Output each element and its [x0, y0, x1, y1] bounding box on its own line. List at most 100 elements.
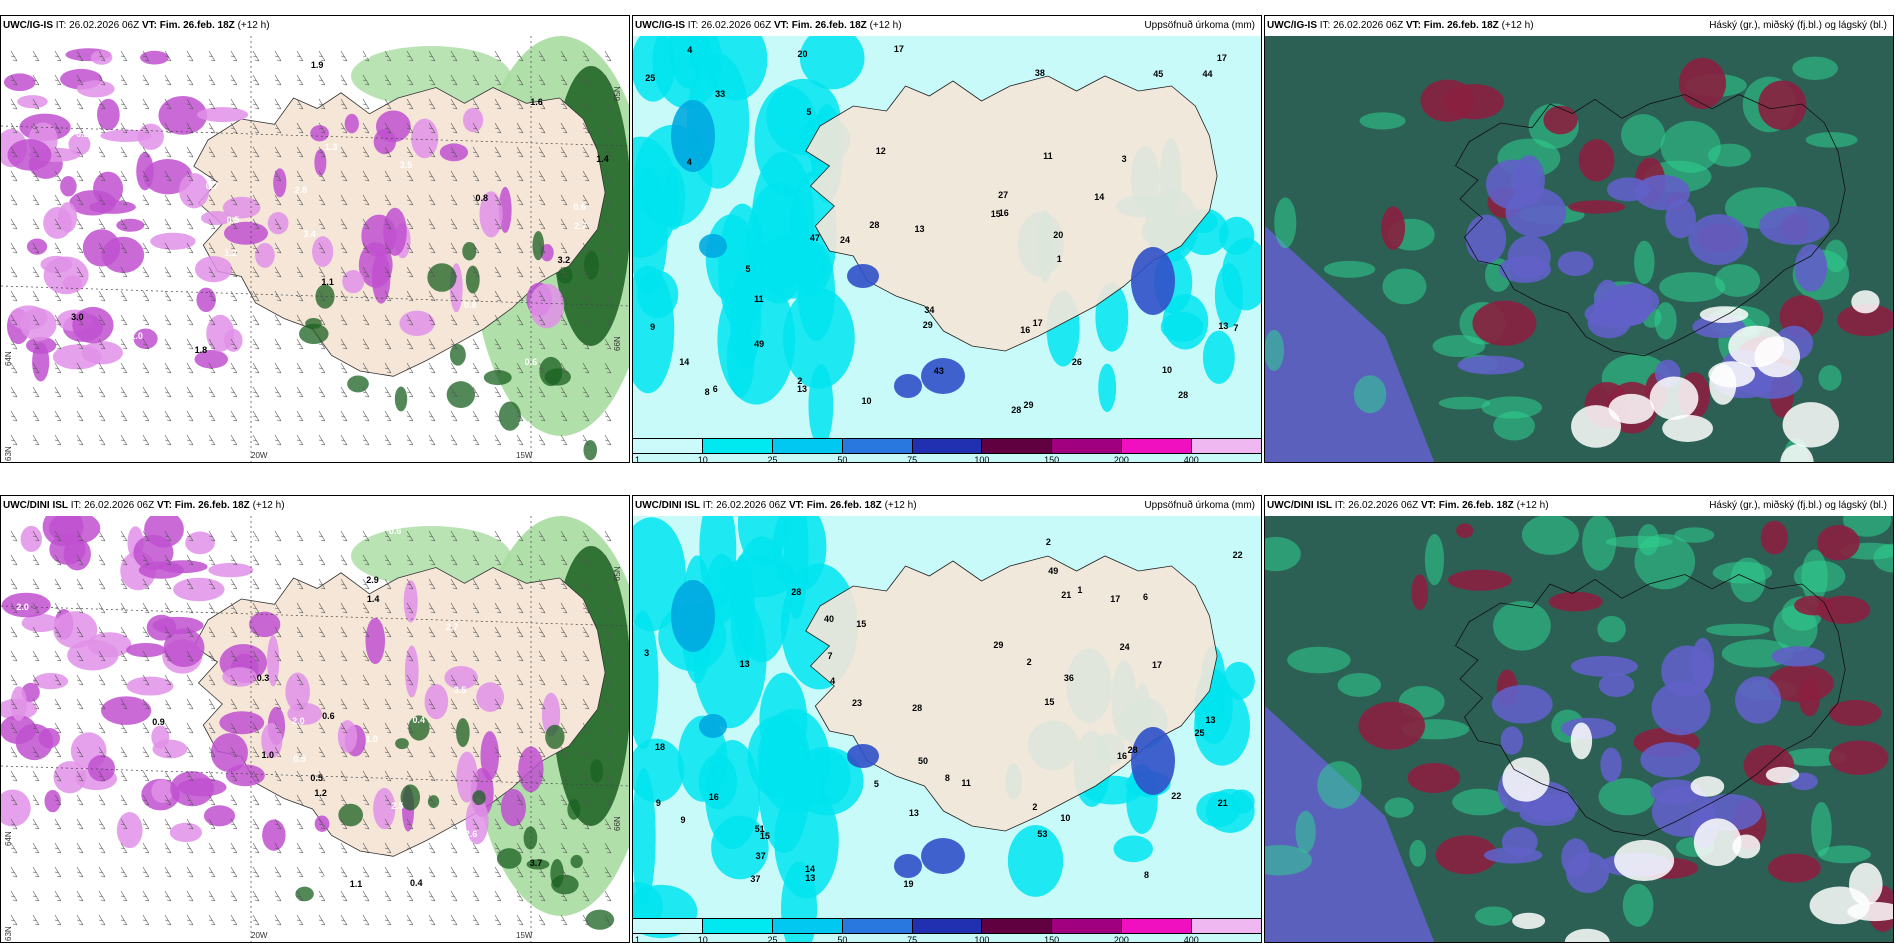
- wind-barb: [142, 218, 150, 230]
- wind-barb: [318, 602, 326, 614]
- wind-barb: [142, 650, 150, 662]
- wind-barb: [428, 170, 436, 182]
- precip-amount-label: 16: [708, 791, 719, 802]
- wind-barb: [164, 338, 172, 350]
- wind-barb: [208, 602, 216, 614]
- wind-barb: [340, 650, 348, 662]
- wind-barb: [604, 362, 612, 374]
- wind-barb: [10, 386, 18, 398]
- wind-barb: [340, 362, 348, 374]
- wind-barb: [384, 602, 392, 614]
- wind-barb: [560, 890, 568, 902]
- wind-barb: [406, 650, 414, 662]
- wind-barb: [494, 410, 502, 422]
- wind-barb: [186, 386, 194, 398]
- wind-barb: [406, 170, 414, 182]
- wind-barb: [406, 626, 414, 638]
- precip-area: [310, 125, 329, 142]
- wind-barb: [582, 122, 590, 134]
- wind-barb: [10, 770, 18, 782]
- wind-barb: [54, 746, 62, 758]
- cloud-area: [1614, 839, 1675, 882]
- wind-barb: [296, 842, 304, 854]
- wind-barb: [516, 890, 524, 902]
- cloud-area: [1265, 706, 1435, 942]
- wind-barb: [32, 50, 40, 62]
- precip-area: [76, 80, 115, 98]
- wind-barb: [318, 242, 326, 254]
- precip-amount-label: 8: [704, 387, 710, 398]
- wind-barb: [604, 386, 612, 398]
- wind-barb: [252, 386, 260, 398]
- wind-barb: [32, 602, 40, 614]
- wind-barb: [560, 362, 568, 374]
- wind-barb: [516, 386, 524, 398]
- wind-barb: [252, 866, 260, 878]
- precip-area: [585, 909, 615, 930]
- wind-barb: [406, 674, 414, 686]
- wind-barb: [384, 146, 392, 158]
- wind-barb: [32, 218, 40, 230]
- wind-barb: [296, 194, 304, 206]
- precip-area: [699, 234, 727, 258]
- wind-barb: [560, 194, 568, 206]
- wind-barb: [318, 746, 326, 758]
- wind-barb: [582, 170, 590, 182]
- wind-barb: [340, 530, 348, 542]
- cloud-area: [1600, 747, 1622, 783]
- wind-barb: [120, 746, 128, 758]
- wind-barb: [318, 626, 326, 638]
- wind-barb: [54, 650, 62, 662]
- wind-barb: [318, 914, 326, 926]
- wind-barb: [362, 290, 370, 302]
- precip-value-label: 0.6: [524, 356, 538, 367]
- precip-area: [53, 761, 87, 794]
- wind-barb: [54, 698, 62, 710]
- wind-barb: [538, 554, 546, 566]
- precip-area: [52, 344, 102, 370]
- wind-barb: [186, 890, 194, 902]
- wind-barb: [362, 866, 370, 878]
- wind-barb: [54, 818, 62, 830]
- precip-value-label: 0.5: [226, 214, 240, 225]
- wind-barb: [186, 242, 194, 254]
- precip-area: [1214, 263, 1243, 328]
- precip-area: [1, 789, 31, 827]
- wind-barb: [384, 122, 392, 134]
- wind-barb: [142, 866, 150, 878]
- wind-barb: [186, 578, 194, 590]
- wind-barb: [604, 866, 612, 878]
- cloud-area: [1621, 114, 1666, 157]
- wind-barb: [252, 842, 260, 854]
- wind-barb: [406, 914, 414, 926]
- cloud-area: [1843, 516, 1892, 537]
- precip-amount-label: 17: [893, 44, 904, 55]
- precip-amount-label: 14: [1094, 192, 1105, 203]
- wind-barb: [186, 602, 194, 614]
- precip-area: [532, 231, 545, 261]
- precip-area: [26, 238, 48, 255]
- wind-barb: [406, 290, 414, 302]
- wind-barb: [296, 626, 304, 638]
- wind-barb: [32, 194, 40, 206]
- wind-barb: [472, 530, 480, 542]
- wind-barb: [450, 410, 458, 422]
- wind-barb: [318, 674, 326, 686]
- wind-barb: [384, 170, 392, 182]
- precip-area: [633, 738, 685, 803]
- wind-barb: [604, 746, 612, 758]
- wind-barb: [450, 866, 458, 878]
- wind-barb: [186, 74, 194, 86]
- cloud-area: [1654, 302, 1677, 340]
- precip-area: [87, 755, 116, 782]
- wind-barb: [538, 794, 546, 806]
- wind-barb: [538, 578, 546, 590]
- wind-barb: [208, 530, 216, 542]
- wind-barb: [340, 146, 348, 158]
- wind-barb: [516, 242, 524, 254]
- precip-area: [72, 306, 114, 344]
- precip-value-label: 1.4: [366, 594, 380, 605]
- wind-barb: [494, 866, 502, 878]
- wind-barb: [230, 338, 238, 350]
- precip-amount-label: 2: [1045, 536, 1051, 547]
